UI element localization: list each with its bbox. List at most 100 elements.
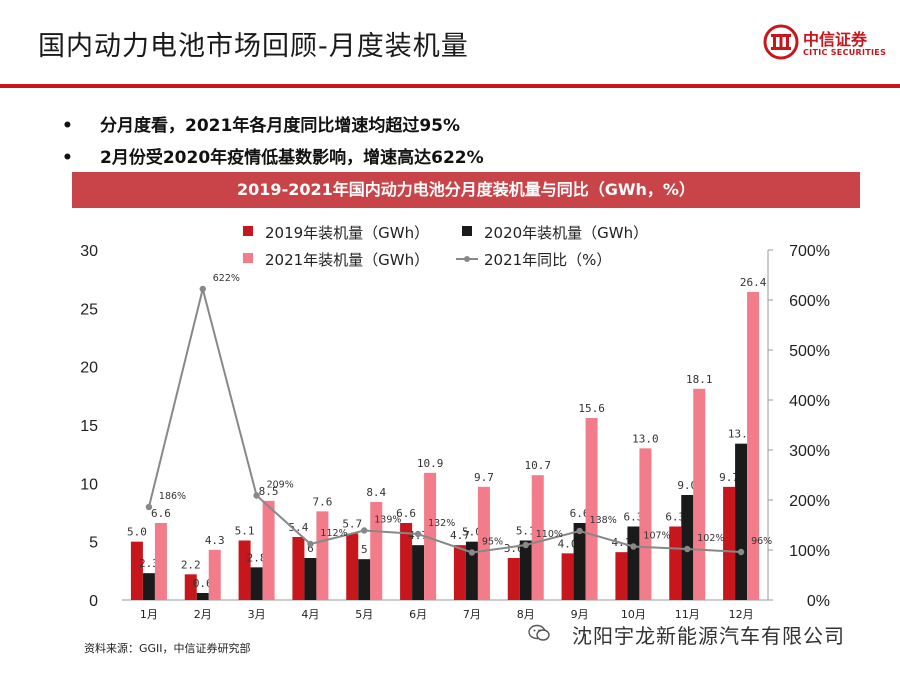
x-tick-label: 4月 <box>301 608 319 621</box>
bar-1-2 <box>184 574 197 600</box>
yoy-point <box>576 527 583 535</box>
bar-3-2 <box>208 549 221 600</box>
yoy-point <box>684 545 691 553</box>
yoy-point <box>737 548 745 556</box>
legend-label: 2020年装机量（GWh） <box>484 224 648 242</box>
bar-3-6 <box>424 472 437 600</box>
x-tick-label: 9月 <box>571 608 589 621</box>
bar-value-label: 6 <box>307 542 314 555</box>
bar-1-1 <box>130 541 143 600</box>
bar-2-6 <box>412 545 425 600</box>
yoy-value-label: 139% <box>374 515 401 526</box>
logo-text-cn: 中信证券 <box>803 30 868 49</box>
bar-1-10 <box>615 552 628 600</box>
bar-value-label: 10.7 <box>525 459 552 472</box>
bar-value-label: 8.4 <box>366 486 386 499</box>
right-y-tick-label: 600% <box>789 293 830 310</box>
yoy-line <box>147 288 742 554</box>
bar-3-11 <box>693 388 706 600</box>
bar-value-label: 18.1 <box>686 373 713 386</box>
bar-value-label: 9.0 <box>677 479 697 492</box>
bullet-text: 2月份受2020年疫情低基数影响，增速高达622% <box>100 148 484 168</box>
bar-1-4 <box>292 537 305 600</box>
bar-value-label: 2.2 <box>181 558 201 571</box>
left-y-tick-label: 15 <box>80 418 98 435</box>
bar-1-9 <box>561 553 574 600</box>
yoy-point <box>468 549 476 556</box>
bar-2-12 <box>735 443 748 600</box>
wechat-icon <box>528 624 550 641</box>
right-y-tick-label: 500% <box>789 343 830 360</box>
bar-3-12 <box>747 292 760 600</box>
bar-value-label: 9.7 <box>719 471 739 484</box>
bar-value-label: 13.0 <box>632 432 659 445</box>
header-divider <box>0 84 900 88</box>
bar-2-2 <box>196 593 209 600</box>
right-y-tick-label: 700% <box>789 243 830 260</box>
bar-value-label: 5.1 <box>516 525 536 538</box>
bar-value-label: 5 <box>361 543 368 556</box>
right-y-tick-label: 0% <box>807 593 830 610</box>
logo-text-en: CITIC SECURITIES <box>803 48 887 57</box>
bullet-dot: • <box>62 116 73 136</box>
yoy-point <box>253 492 260 499</box>
source-note: 资料来源：GGII，中信证券研究部 <box>84 642 251 655</box>
yoy-point <box>361 527 368 534</box>
x-tick-label: 12月 <box>729 608 754 621</box>
left-y-tick-label: 30 <box>80 243 98 260</box>
chart-title-banner: 2019-2021年国内动力电池分月度装机量与同比（GWh，%） <box>72 172 860 208</box>
bar-2-9 <box>573 523 586 600</box>
bar-value-label: 4.3 <box>205 534 225 547</box>
legend-swatch <box>462 226 472 236</box>
legend-swatch <box>243 253 253 263</box>
yoy-point <box>145 503 153 511</box>
yoy-value-label: 112% <box>320 528 347 539</box>
x-tick-label: 6月 <box>409 608 427 621</box>
x-tick-label: 5月 <box>355 608 373 621</box>
bar-2-10 <box>627 526 640 600</box>
x-tick-label: 1月 <box>140 608 158 621</box>
bar-3-7 <box>477 486 490 600</box>
bar-3-1 <box>154 523 167 600</box>
bar-1-7 <box>453 545 466 600</box>
bullet-item: • 2月份受2020年疫情低基数影响，增速高达622% <box>62 142 484 174</box>
yoy-point <box>199 285 206 293</box>
left-y-tick-label: 20 <box>80 360 98 377</box>
left-y-tick-label: 10 <box>80 476 98 493</box>
bar-2-8 <box>519 540 532 600</box>
yoy-point <box>307 540 314 548</box>
bar-value-label: 5.0 <box>462 526 482 539</box>
page-title: 国内动力电池市场回顾-月度装机量 <box>38 31 469 62</box>
citic-logo-icon <box>763 24 799 60</box>
bullet-item: • 分月度看，2021年各月度同比增速均超过95% <box>62 110 484 142</box>
right-y-tick-label: 400% <box>789 393 830 410</box>
header: 国内动力电池市场回顾-月度装机量 中信证券 CITIC SECURITIES <box>0 0 900 88</box>
yoy-point <box>522 541 529 549</box>
bar-value-label: 15.6 <box>578 402 605 415</box>
left-y-tick-label: 25 <box>80 301 98 318</box>
legend-swatch <box>243 226 253 236</box>
watermark-text: 沈阳宇龙新能源汽车有限公司 <box>572 624 845 648</box>
bar-1-6 <box>400 523 413 600</box>
x-tick-label: 3月 <box>248 608 266 621</box>
bullet-text: 分月度看，2021年各月度同比增速均超过95% <box>100 116 461 136</box>
legend-line-marker <box>464 256 470 262</box>
bar-value-label: 9.7 <box>474 471 494 484</box>
bar-value-label: 8.5 <box>259 485 279 498</box>
bar-value-label: 5.7 <box>342 518 362 531</box>
bar-2-7 <box>465 541 478 600</box>
yoy-value-label: 622% <box>213 273 240 284</box>
bar-2-5 <box>358 559 371 600</box>
bar-value-label: 2.3 <box>139 557 159 570</box>
bar-value-label: 6.6 <box>151 507 171 520</box>
yoy-point <box>414 530 422 538</box>
x-tick-label: 10月 <box>621 608 646 621</box>
bar-value-label: 26.4 <box>740 276 767 289</box>
yoy-point <box>630 543 637 550</box>
bar-3-3 <box>262 500 275 600</box>
bullet-dot: • <box>62 148 73 168</box>
bar-value-label: 5.4 <box>288 521 308 534</box>
yoy-value-label: 107% <box>643 531 670 542</box>
legend-label: 2021年同比（%） <box>484 251 611 269</box>
